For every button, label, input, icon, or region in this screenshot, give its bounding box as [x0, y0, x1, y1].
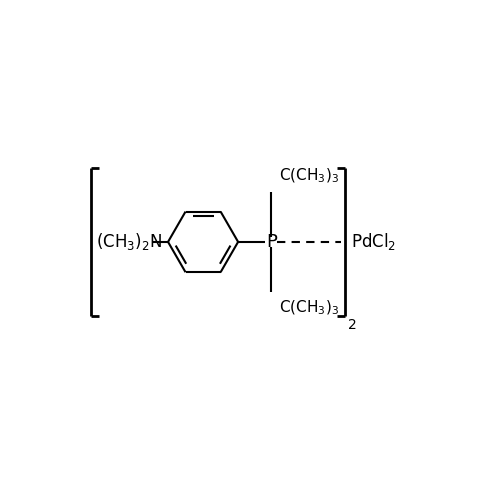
Text: 2: 2: [348, 318, 357, 331]
Text: C(CH$_3$)$_3$: C(CH$_3$)$_3$: [279, 299, 339, 318]
Text: PdCl$_2$: PdCl$_2$: [351, 231, 396, 252]
Text: P: P: [266, 233, 277, 251]
Text: (CH$_3$)$_2$N: (CH$_3$)$_2$N: [96, 231, 162, 252]
Text: C(CH$_3$)$_3$: C(CH$_3$)$_3$: [279, 166, 339, 185]
